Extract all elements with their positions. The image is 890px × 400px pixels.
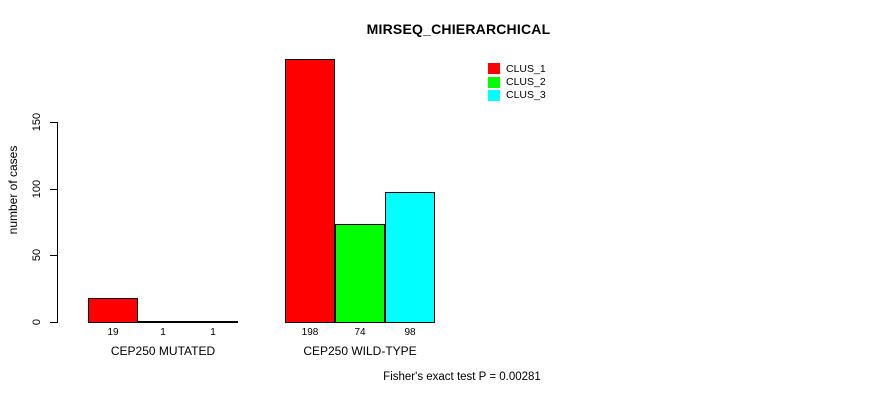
stat-annotation: Fisher's exact test P = 0.00281 (383, 371, 541, 383)
y-axis-tick-label: 100 (31, 179, 43, 199)
bar-clus_1-2 (285, 59, 335, 323)
y-axis-tick-label: 150 (31, 112, 43, 132)
legend-swatch-icon (488, 63, 500, 75)
bar-value-label: 98 (404, 327, 416, 338)
legend-swatch-icon (488, 76, 500, 88)
legend: CLUS_1 CLUS_2 CLUS_3 (488, 62, 546, 102)
y-axis-tick (50, 122, 57, 123)
bar-clus_2-2 (335, 224, 385, 323)
x-category-label: CEP250 WILD-TYPE (303, 344, 417, 358)
bar-value-label: 1 (160, 327, 166, 338)
chart-title: MIRSEQ_CHIERARCHICAL (366, 21, 551, 37)
legend-label: CLUS_1 (506, 62, 546, 75)
bar-value-label: 19 (107, 327, 119, 338)
legend-label: CLUS_2 (506, 76, 546, 89)
bar-clus_3-2 (385, 192, 435, 323)
y-axis-tick (50, 255, 57, 256)
bar-clus_1-1 (88, 298, 138, 323)
x-category-label: CEP250 MUTATED (110, 344, 216, 358)
y-axis-label: number of cases (6, 145, 20, 235)
legend-swatch-icon (488, 89, 500, 101)
legend-item: CLUS_3 (488, 89, 546, 102)
y-axis-tick (50, 322, 57, 323)
legend-label: CLUS_3 (506, 89, 546, 102)
bar-clus_3-1 (188, 321, 238, 323)
bar-value-label: 1 (210, 327, 216, 338)
y-axis-line (57, 122, 58, 323)
bar-clus_2-1 (138, 321, 188, 323)
y-axis-tick-label: 50 (31, 248, 43, 262)
legend-item: CLUS_2 (488, 75, 546, 88)
y-axis-tick-label: 0 (31, 318, 43, 326)
y-axis-tick (50, 189, 57, 190)
legend-item: CLUS_1 (488, 62, 546, 75)
bar-value-label: 198 (301, 327, 319, 338)
bar-value-label: 74 (354, 327, 366, 338)
